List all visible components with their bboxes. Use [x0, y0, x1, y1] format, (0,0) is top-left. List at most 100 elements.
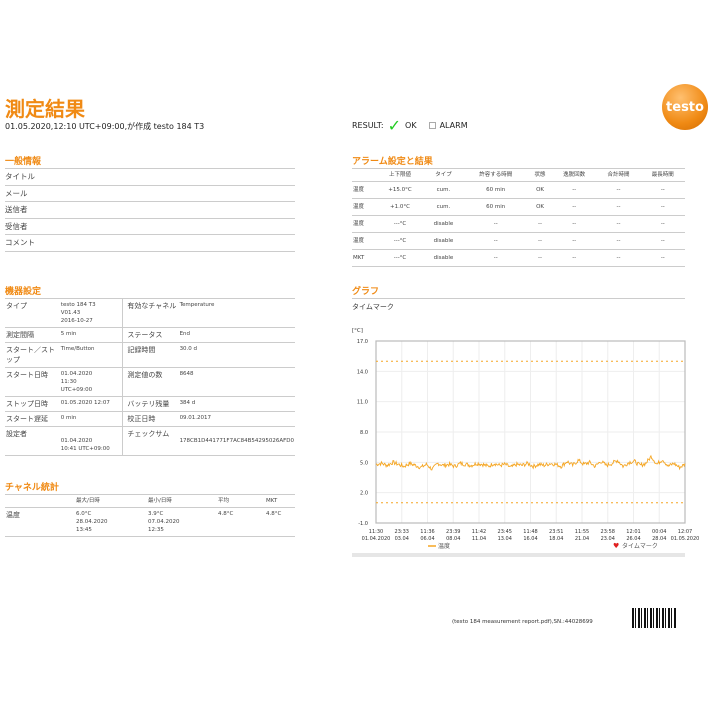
alarm-cell: 60 min — [463, 198, 529, 216]
alarm-cell: -- — [463, 249, 529, 267]
page-title: 測定結果 — [5, 97, 85, 121]
alarm-header: 合計時間 — [596, 169, 641, 182]
x-tick-date: 01.04.2020 — [362, 536, 391, 542]
footer-text: (testo 184 measurement report.pdf),SN.:4… — [452, 619, 593, 625]
y-tick-label: 11.0 — [357, 400, 368, 406]
device-value: 01.04.2020 10:41 UTC+09:00 — [59, 426, 123, 456]
general-label: 受信者 — [5, 221, 28, 231]
alarm-cell: -- — [596, 181, 641, 199]
legend-temperature-label: 温度 — [438, 542, 450, 550]
device-value: 384 d — [178, 396, 295, 412]
x-tick-time: 11:42 — [472, 529, 486, 535]
device-value: 30.0 d — [178, 342, 295, 368]
device-label: 校正日時 — [122, 411, 179, 427]
alarm-cell: -- — [552, 232, 597, 250]
stats-header: 最大/日時 — [75, 495, 147, 508]
x-tick-date: 03.04 — [395, 536, 409, 542]
y-tick-label: 2.0 — [360, 491, 368, 497]
y-tick-label: 14.0 — [357, 369, 368, 375]
alarm-cell: 温度 — [352, 232, 377, 250]
stats-header — [5, 495, 75, 508]
device-label: 測定値の数 — [122, 367, 179, 397]
device-label: スタート日時 — [5, 367, 60, 397]
device-row: スタート／ストップ Time/Button 記録時間 30.0 d — [5, 342, 295, 368]
y-axis-unit: [°C] — [352, 328, 363, 334]
barcode — [632, 608, 676, 628]
x-tick-time: 23:45 — [498, 529, 512, 535]
alarm-cell: 60 min — [463, 181, 529, 199]
device-section: 機器設定 タイプ testo 184 T3 V01.43 2016-10-27 … — [5, 284, 295, 456]
stats-header-row: 最大/日時 最小/日時 平均 MKT — [5, 495, 295, 508]
device-value: testo 184 T3 V01.43 2016-10-27 — [59, 299, 123, 328]
x-tick-date: 11.04 — [472, 536, 486, 542]
legend-timemark-label: タイムマーク — [622, 542, 658, 550]
device-value: Time/Button — [59, 342, 123, 368]
checkmark-icon: ✓ — [387, 115, 402, 135]
alarm-cell: ---°C — [376, 249, 424, 267]
device-label: スタート遅延 — [5, 411, 60, 427]
alarm-cell: 温度 — [352, 181, 377, 199]
device-label: 測定間隔 — [5, 327, 60, 343]
device-row: スタート日時 01.04.2020 11:30 UTC+09:00 測定値の数 … — [5, 367, 295, 397]
device-value: 0 min — [59, 411, 123, 427]
device-value: End — [178, 327, 295, 343]
x-tick-date: 21.04 — [575, 536, 589, 542]
stats-header: 最小/日時 — [147, 495, 217, 508]
y-tick-label: 5.0 — [360, 460, 368, 466]
stats-cell: 6.0°C 28.04.2020 13:45 — [75, 507, 147, 537]
stats-cell: 4.8°C — [265, 507, 295, 537]
alarm-cell: -- — [463, 215, 529, 233]
alarm-row: 温度 +15.0°C cum. 60 min OK -- -- -- — [352, 181, 685, 199]
device-row: 設定者 01.04.2020 10:41 UTC+09:00 チェックサム 17… — [5, 426, 295, 456]
alarm-cell: -- — [596, 198, 641, 216]
alarm-cell: -- — [552, 249, 597, 267]
alarm-cell: -- — [596, 232, 641, 250]
alarm-cell: -- — [528, 232, 553, 250]
alarm-cell: OK — [528, 198, 553, 216]
graph-heading: グラフ — [352, 284, 685, 299]
x-tick-date: 06.04 — [420, 536, 434, 542]
alarm-header-row: 上下限値 タイプ 許容する時間 状態 逸脱回数 合計時間 最長時間 — [352, 169, 685, 182]
device-label: ストップ日時 — [5, 396, 60, 412]
alarm-cell: +1.0°C — [376, 198, 424, 216]
alarm-cell: -- — [640, 181, 685, 199]
alarm-cell: -- — [552, 215, 597, 233]
device-label: バッテリ残量 — [122, 396, 179, 412]
alarm-cell: MKT — [352, 249, 377, 267]
y-tick-label: 8.0 — [360, 430, 368, 436]
graph-bottom-bar — [352, 553, 685, 557]
x-tick-date: 16.04 — [523, 536, 537, 542]
device-value: 178CB1D441771F7AC84B54295026AFD0 — [178, 426, 295, 456]
alarm-cell: -- — [552, 181, 597, 199]
alarm-cell: -- — [463, 232, 529, 250]
stats-header: MKT — [265, 495, 295, 508]
alarm-cell: disable — [423, 215, 464, 233]
general-section: 一般情報 タイトル メール 送信者 受信者 コメント — [5, 154, 295, 252]
alarm-header: 許容する時間 — [463, 169, 529, 182]
alarm-row: 温度 ---°C disable -- -- -- -- -- — [352, 232, 685, 250]
alarm-cell: disable — [423, 249, 464, 267]
alarm-cell: ---°C — [376, 215, 424, 233]
result-ok: OK — [405, 121, 417, 130]
x-tick-time: 11:36 — [420, 529, 434, 535]
alarm-cell: -- — [640, 198, 685, 216]
device-value: 5 min — [59, 327, 123, 343]
x-tick-date: 13.04 — [498, 536, 512, 542]
alarm-cell: -- — [528, 249, 553, 267]
x-tick-date: 08.04 — [446, 536, 460, 542]
alarm-cell: -- — [552, 198, 597, 216]
x-tick-date: 23.04 — [601, 536, 615, 542]
alarm-cell: disable — [423, 232, 464, 250]
device-label: 有効なチャネル — [122, 299, 179, 328]
general-heading: 一般情報 — [5, 154, 295, 169]
x-tick-time: 12:01 — [626, 529, 640, 535]
x-tick-date: 18.04 — [549, 536, 563, 542]
alarm-header — [352, 169, 377, 182]
device-heading: 機器設定 — [5, 284, 295, 299]
stats-cell: 温度 — [5, 507, 75, 537]
stats-cell: 4.8°C — [217, 507, 265, 537]
alarm-cell: -- — [640, 232, 685, 250]
result-alarm: ALARM — [439, 121, 468, 130]
y-tick-label: -1.0 — [358, 521, 368, 527]
x-tick-date: 28.04 — [652, 536, 666, 542]
